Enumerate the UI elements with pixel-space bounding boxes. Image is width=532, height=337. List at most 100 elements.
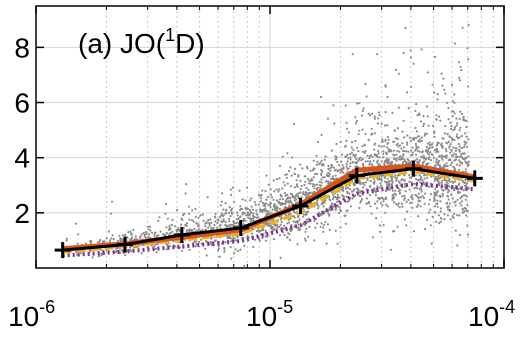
scatter-point: [309, 191, 312, 194]
scatter-point: [426, 176, 429, 179]
scatter-point: [207, 219, 210, 222]
scatter-point: [410, 201, 413, 204]
scatter-point: [365, 197, 368, 200]
scatter-point: [149, 229, 152, 232]
scatter-point: [230, 223, 233, 226]
scatter-point: [456, 137, 460, 140]
scatter-point: [142, 244, 145, 247]
scatter-point: [301, 193, 305, 196]
scatter-point: [344, 145, 347, 148]
scatter-point: [406, 91, 409, 94]
scatter-point: [329, 180, 332, 183]
scatter-point: [458, 159, 461, 162]
scatter-point: [426, 163, 429, 166]
scatter-point: [358, 191, 361, 194]
scatter-point: [336, 170, 339, 173]
scatter-point: [312, 183, 315, 186]
scatter-point: [321, 176, 324, 179]
scatter-point: [383, 145, 386, 148]
scatter-point: [329, 169, 332, 172]
scatter-point: [425, 218, 428, 221]
scatter-point: [90, 240, 93, 243]
series-lines: [54, 160, 483, 259]
scatter-point: [77, 233, 80, 236]
scatter-point: [438, 115, 441, 118]
scatter-point: [380, 178, 383, 181]
scatter-point: [417, 197, 420, 200]
scatter-point: [327, 180, 330, 183]
scatter-point: [429, 224, 432, 227]
scatter-point: [384, 111, 387, 114]
scatter-point: [439, 216, 442, 219]
scatter-point: [257, 203, 260, 206]
scatter-point: [350, 190, 354, 193]
scatter-point: [250, 232, 254, 235]
scatter-point: [276, 207, 279, 210]
scatter-point: [334, 208, 337, 211]
scatter-point: [435, 114, 438, 117]
scatter-point: [264, 239, 268, 242]
scatter-point: [443, 213, 446, 216]
scatter-point: [228, 223, 231, 226]
scatter-point: [89, 241, 93, 244]
scatter-point: [318, 180, 321, 183]
scatter-point: [359, 181, 362, 184]
scatter-point: [359, 156, 362, 159]
scatter-point: [417, 192, 420, 195]
scatter-point: [319, 186, 322, 189]
scatter-point: [302, 213, 305, 216]
scatter-point: [267, 183, 270, 186]
scatter-point: [427, 147, 430, 150]
scatter-point: [299, 179, 302, 182]
scatter-point: [458, 191, 461, 194]
scatter-point: [237, 249, 240, 253]
scatter-point: [418, 138, 421, 141]
scatter-point: [322, 230, 325, 233]
scatter-point: [443, 164, 446, 167]
scatter-point: [325, 242, 328, 245]
scatter-point: [435, 161, 438, 164]
scatter-point: [397, 190, 400, 193]
scatter-point: [356, 102, 359, 105]
scatter-point: [224, 202, 227, 205]
scatter-point: [197, 216, 200, 219]
scatter-point: [330, 149, 333, 152]
scatter-point: [188, 248, 191, 251]
scatter-point: [316, 199, 319, 202]
scatter-point: [284, 194, 287, 197]
scatter-point: [427, 185, 430, 188]
x-tick-exponent: -4: [499, 297, 515, 317]
scatter-point: [292, 220, 295, 223]
scatter-point: [312, 176, 315, 179]
scatter-point: [234, 239, 238, 242]
scatter-point: [450, 124, 453, 128]
scatter-point: [320, 178, 323, 181]
scatter-point: [332, 205, 335, 208]
scatter-point: [354, 161, 357, 164]
scatter-point: [256, 216, 259, 219]
scatter-point: [326, 117, 330, 120]
scatter-point: [180, 249, 184, 252]
scatter-point: [322, 223, 325, 226]
scatter-point: [224, 221, 227, 224]
scatter-point: [220, 200, 223, 203]
scatter-point: [375, 207, 379, 210]
scatter-point: [293, 172, 296, 175]
scatter-point: [287, 196, 290, 199]
scatter-point: [293, 211, 296, 214]
scatter-point: [356, 146, 359, 149]
scatter-point: [441, 158, 444, 161]
scatter-point: [159, 230, 162, 233]
scatter-point: [453, 101, 456, 104]
scatter-point: [378, 198, 381, 201]
scatter-point: [297, 220, 300, 223]
scatter-point: [320, 133, 323, 136]
scatter-point: [464, 141, 467, 144]
scatter-point: [346, 160, 349, 163]
scatter-point: [429, 151, 432, 154]
series-marker-plus: [292, 197, 309, 214]
scatter-point: [403, 194, 406, 197]
scatter-point: [416, 179, 419, 182]
scatter-point: [99, 248, 102, 251]
scatter-point: [134, 235, 137, 238]
